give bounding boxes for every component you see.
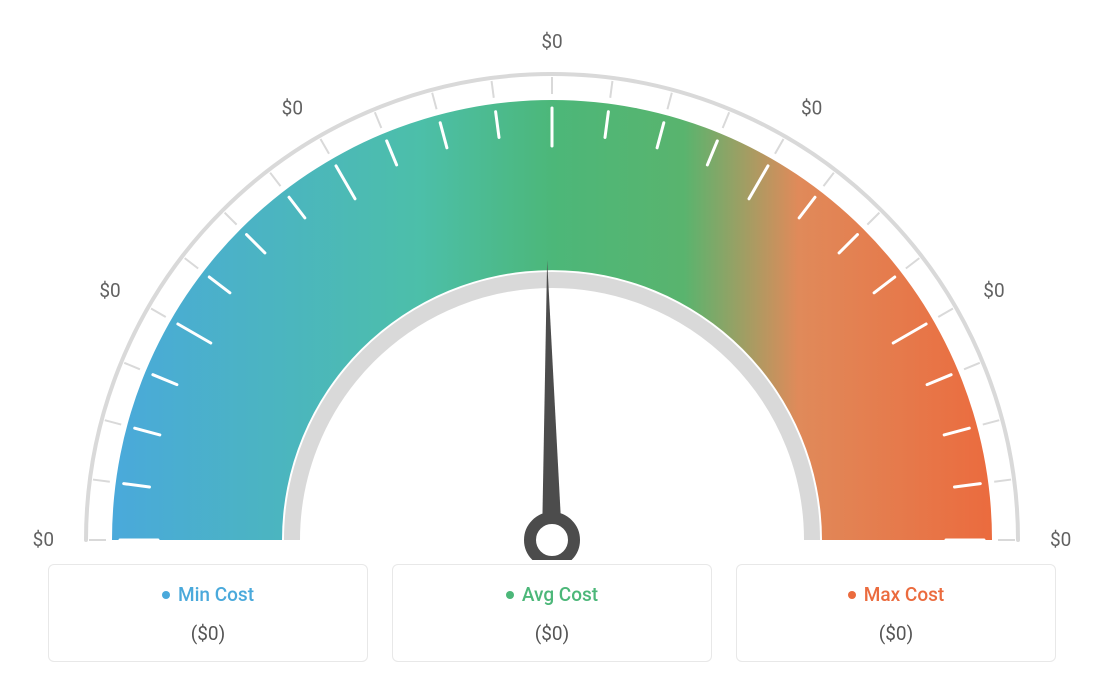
- gauge-axis-label: $0: [99, 279, 120, 302]
- legend-label: Max Cost: [848, 583, 944, 606]
- legend-card: Max Cost ($0): [736, 564, 1056, 662]
- gauge-axis-label: $0: [1050, 528, 1071, 551]
- legend-label: Min Cost: [162, 583, 254, 606]
- legend-dot-icon: [162, 591, 170, 599]
- legend-value: ($0): [405, 622, 699, 645]
- gauge-svg: $0 $0 $0 $0 $0 $0 $0: [0, 0, 1104, 560]
- gauge-axis-label: $0: [801, 97, 822, 120]
- gauge-axis-label: $0: [282, 97, 303, 120]
- gauge-chart: $0 $0 $0 $0 $0 $0 $0: [0, 0, 1104, 560]
- legend-row: Min Cost ($0) Avg Cost ($0) Max Cost ($0): [0, 564, 1104, 662]
- gauge-axis-label: $0: [541, 30, 562, 53]
- gauge-axis-label: $0: [33, 528, 54, 551]
- legend-label: Avg Cost: [506, 583, 598, 606]
- legend-value: ($0): [61, 622, 355, 645]
- legend-label-text: Max Cost: [864, 583, 944, 606]
- legend-card: Min Cost ($0): [48, 564, 368, 662]
- legend-label-text: Avg Cost: [522, 583, 598, 606]
- gauge-axis-label: $0: [983, 279, 1004, 302]
- legend-dot-icon: [848, 591, 856, 599]
- legend-label-text: Min Cost: [178, 583, 254, 606]
- gauge-needle-hub: [530, 518, 574, 560]
- legend-card: Avg Cost ($0): [392, 564, 712, 662]
- gauge-needle: [542, 260, 562, 540]
- legend-value: ($0): [749, 622, 1043, 645]
- legend-dot-icon: [506, 591, 514, 599]
